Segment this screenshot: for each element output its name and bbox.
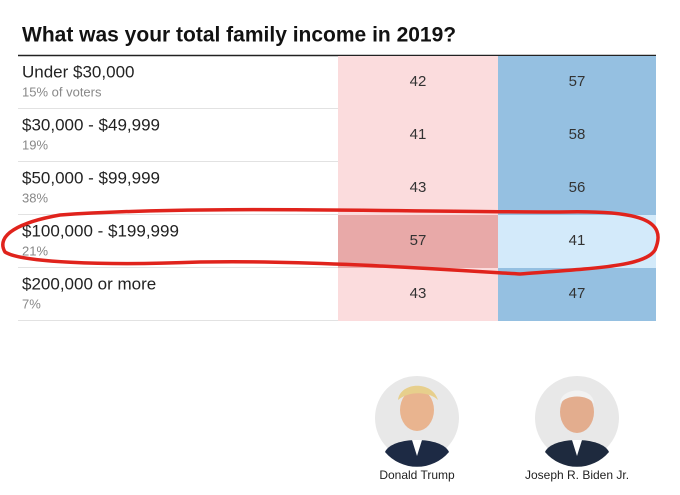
trump-pct: 42 (410, 73, 427, 90)
biden-pct: 41 (569, 232, 586, 249)
voter-share: 21% (22, 243, 48, 258)
income-label: $30,000 - $49,999 (22, 115, 160, 134)
income-label: $200,000 or more (22, 274, 156, 293)
trump-pct: 43 (410, 285, 427, 302)
biden-cell (498, 56, 656, 109)
biden-cell (498, 162, 656, 215)
trump-pct: 57 (410, 232, 427, 249)
title: What was your total family income in 201… (22, 24, 456, 47)
trump-pct: 43 (410, 179, 427, 196)
biden-cell (498, 215, 656, 268)
highlight-circle (1, 207, 660, 276)
trump-portrait (375, 376, 459, 467)
voter-share: 38% (22, 190, 48, 205)
candidate-name: Joseph R. Biden Jr. (525, 468, 629, 482)
biden-pct: 56 (569, 179, 586, 196)
biden-pct: 57 (569, 73, 586, 90)
candidate-name: Donald Trump (379, 468, 455, 482)
trump-cell (338, 268, 498, 321)
biden-cell (498, 268, 656, 321)
trump-cell (338, 56, 498, 109)
income-label: Under $30,000 (22, 62, 134, 81)
rows: Under $30,000 15% of voters 42 57 $30,000 - … (18, 56, 656, 321)
biden-pct: 58 (569, 126, 586, 143)
income-label: $50,000 - $99,999 (22, 168, 160, 187)
voter-share: 15% of voters (22, 84, 102, 99)
trump-pct: 41 (410, 126, 427, 143)
trump-cell (338, 162, 498, 215)
biden-portrait (535, 376, 619, 467)
biden-cell (498, 109, 656, 162)
income-label: $100,000 - $199,999 (22, 221, 179, 240)
trump-cell (338, 215, 498, 268)
biden-pct: 47 (569, 285, 586, 302)
trump-cell (338, 109, 498, 162)
voter-share: 7% (22, 296, 41, 311)
voter-share: 19% (22, 137, 48, 152)
